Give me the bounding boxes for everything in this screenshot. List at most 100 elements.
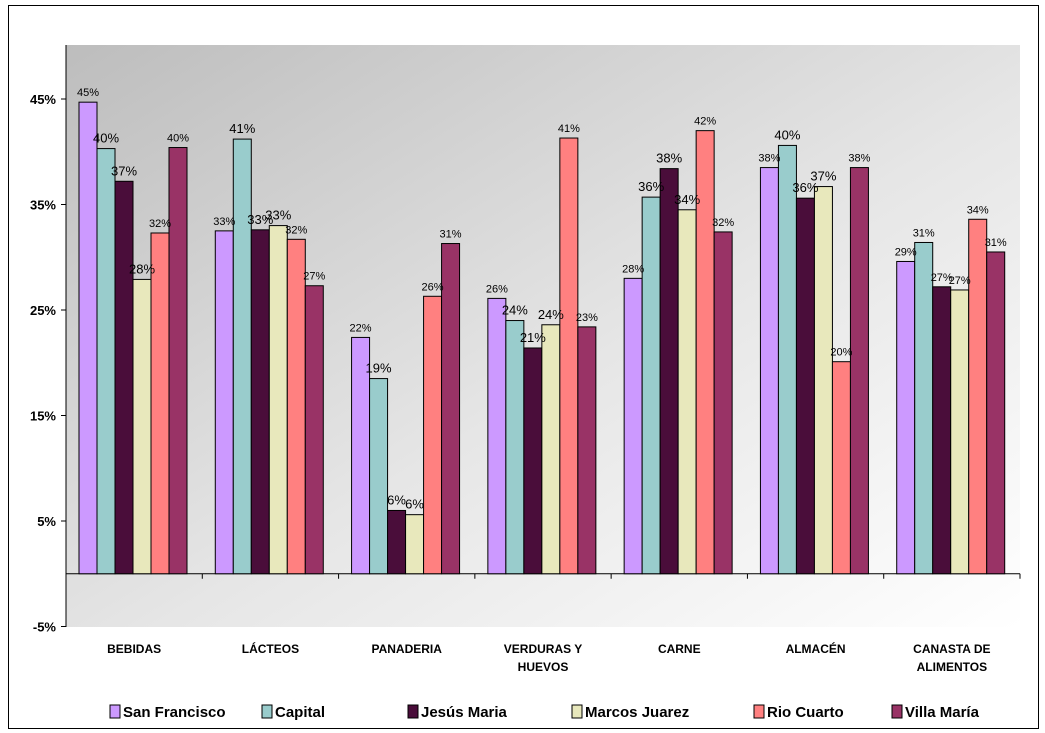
y-tick-label: 15% — [30, 409, 56, 424]
bar — [387, 509, 407, 575]
category-label: HUEVOS — [518, 660, 569, 674]
bar — [214, 230, 234, 575]
bar — [78, 101, 98, 575]
data-label: 32% — [149, 218, 171, 230]
y-tick-label: 25% — [30, 303, 56, 318]
y-tick-label: 35% — [30, 198, 56, 213]
data-label: 41% — [229, 121, 255, 136]
data-label: 28% — [129, 261, 155, 276]
legend-swatch — [753, 704, 765, 719]
legend-swatch — [261, 704, 273, 719]
bar — [623, 277, 643, 575]
data-label: 26% — [422, 281, 444, 293]
bar — [168, 147, 188, 575]
data-label: 28% — [622, 263, 644, 275]
data-label: 6% — [405, 497, 424, 512]
data-label: 31% — [985, 237, 1007, 249]
legend-swatch — [891, 704, 903, 719]
category-label: ALMACÉN — [786, 641, 846, 656]
data-label: 40% — [93, 131, 119, 146]
data-label: 38% — [758, 153, 780, 165]
bar — [505, 320, 525, 575]
legend: San Francisco Capital Jesús Maria Marcos Ju… — [109, 704, 980, 721]
bar — [577, 326, 597, 575]
legend-label: Rio Cuarto — [767, 704, 844, 721]
data-label: 31% — [913, 227, 935, 239]
legend-label: San Francisco — [123, 704, 226, 721]
legend-swatch — [407, 704, 419, 719]
category-label: LÁCTEOS — [242, 641, 299, 656]
y-tick-label: 5% — [37, 514, 56, 529]
y-tick-label: -5% — [33, 620, 57, 635]
bar — [441, 243, 461, 575]
legend-swatch — [109, 704, 121, 719]
bar — [150, 232, 170, 575]
category-label: BEBIDAS — [107, 642, 161, 656]
legend-label: Marcos Juarez — [585, 704, 689, 721]
data-label: 34% — [967, 204, 989, 216]
bar — [114, 180, 134, 575]
bar — [268, 225, 288, 575]
data-label: 37% — [810, 169, 836, 184]
data-label: 40% — [774, 127, 800, 142]
bar — [713, 231, 733, 575]
data-label: 31% — [440, 229, 462, 241]
data-label: 24% — [538, 307, 564, 322]
data-label: 38% — [848, 153, 870, 165]
bar — [659, 168, 679, 575]
bar — [304, 285, 324, 575]
data-label: 22% — [350, 322, 372, 334]
category-label: CARNE — [658, 642, 701, 656]
bar — [849, 167, 869, 575]
category-label: VERDURAS Y — [504, 642, 582, 656]
bar — [487, 297, 507, 575]
bar — [559, 137, 579, 575]
data-label: 33% — [247, 212, 273, 227]
bar — [232, 138, 252, 575]
bar — [932, 286, 952, 575]
category-label: ALIMENTOS — [917, 660, 987, 674]
data-label: 38% — [656, 151, 682, 166]
data-label: 20% — [830, 347, 852, 359]
data-label: 23% — [576, 312, 598, 324]
data-label: 34% — [674, 192, 700, 207]
bar — [132, 278, 152, 575]
data-label: 24% — [502, 303, 528, 318]
bar — [405, 514, 425, 575]
bar — [777, 144, 797, 575]
bar — [950, 289, 970, 575]
data-label: 33% — [213, 216, 235, 228]
bar — [369, 378, 389, 575]
data-label: 26% — [486, 283, 508, 295]
bar — [286, 238, 306, 575]
bar — [986, 251, 1006, 575]
data-label: 37% — [111, 163, 137, 178]
data-label: 27% — [931, 272, 953, 284]
data-label: 42% — [694, 116, 716, 128]
data-label: 27% — [303, 271, 325, 283]
data-label: 41% — [558, 123, 580, 135]
bar — [914, 241, 934, 575]
data-label: 19% — [366, 361, 392, 376]
bar — [423, 295, 443, 575]
data-label: 32% — [285, 224, 307, 236]
bar — [896, 260, 916, 575]
category-label: PANADERIA — [371, 642, 442, 656]
category-label: CANASTA DE — [913, 642, 990, 656]
bar — [250, 229, 270, 575]
data-label: 36% — [792, 180, 818, 195]
bar — [759, 167, 779, 575]
data-label: 21% — [520, 330, 546, 345]
data-label: 33% — [265, 208, 291, 223]
y-tick-label: 45% — [30, 92, 56, 107]
bar — [831, 361, 851, 575]
bar — [641, 196, 661, 575]
data-label: 40% — [167, 133, 189, 145]
data-label: 36% — [638, 179, 664, 194]
bar — [541, 324, 561, 575]
bar — [813, 186, 833, 575]
data-label: 27% — [949, 275, 971, 287]
legend-label: Capital — [275, 704, 325, 721]
bar — [968, 218, 988, 575]
